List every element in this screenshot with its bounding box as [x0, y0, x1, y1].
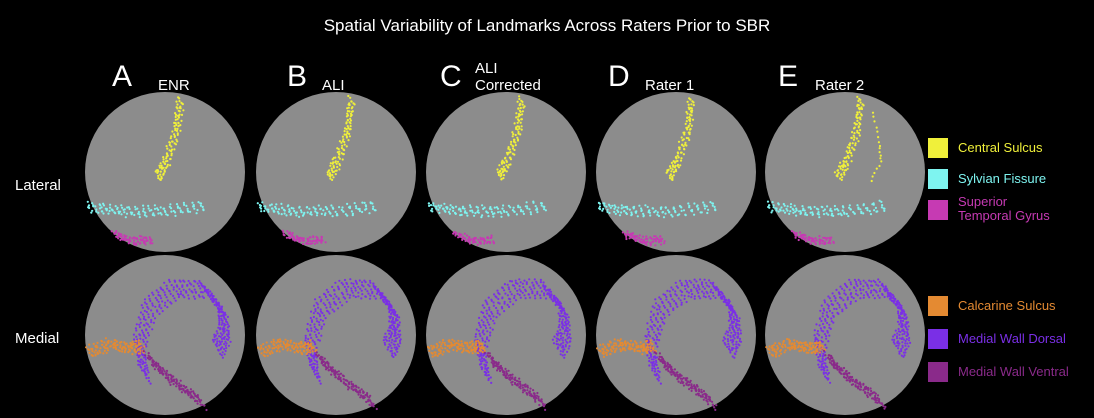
- brain-lateral-e: [765, 92, 925, 252]
- brain-medial-b: [256, 255, 416, 415]
- legend-swatch-medial-wall-ventral: [928, 362, 948, 382]
- legend-label-calcarine-sulcus: Calcarine Sulcus: [958, 298, 1056, 313]
- landmarks-medial-c: [427, 278, 572, 411]
- row-label-medial: Medial: [15, 330, 60, 347]
- column-b-letter: B: [287, 60, 308, 93]
- column-e-name: Rater 2: [815, 77, 865, 94]
- column-c-letter: C: [440, 60, 462, 93]
- column-e-letter: E: [778, 60, 799, 93]
- brain-medial-c: [426, 255, 586, 415]
- brain-medial-a: [85, 255, 245, 415]
- column-a-name: ENR: [158, 77, 190, 94]
- legend-swatch-calcarine-sulcus: [928, 296, 948, 316]
- column-c-name: ALI Corrected: [475, 60, 541, 94]
- landmarks-lateral-b: [256, 94, 377, 246]
- column-d-letter: D: [608, 60, 630, 93]
- figure-title: Spatial Variability of Landmarks Across …: [323, 16, 771, 35]
- legend-label-central-sulcus: Central Sulcus: [958, 140, 1043, 155]
- legend-label-medial-wall-ventral: Medial Wall Ventral: [958, 364, 1069, 379]
- column-a-letter: A: [112, 60, 133, 93]
- column-d-name: Rater 1: [645, 77, 695, 94]
- landmarks-lateral-a: [86, 96, 205, 246]
- landmarks-lateral-c: [427, 95, 547, 246]
- legend-label-medial-wall-dorsal: Medial Wall Dorsal: [958, 331, 1066, 346]
- legend-swatch-sylvian-fissure: [928, 169, 948, 189]
- landmarks-medial-b: [257, 278, 402, 411]
- legend-label-superior-temporal-gyrus: Superior Temporal Gyrus: [958, 194, 1050, 223]
- landmarks-lateral-e: [766, 95, 886, 246]
- legend-swatch-medial-wall-dorsal: [928, 329, 948, 349]
- brain-medial-d: [596, 255, 756, 415]
- landmarks-medial-e: [765, 278, 912, 410]
- legend-swatch-superior-temporal-gyrus: [928, 200, 948, 220]
- legend-label-sylvian-fissure: Sylvian Fissure: [958, 171, 1047, 186]
- landmarks-lateral-d: [597, 97, 717, 247]
- brain-lateral-b: [256, 92, 416, 252]
- landmarks-medial-a: [85, 278, 232, 412]
- row-label-lateral: Lateral: [15, 177, 61, 194]
- brain-medial-e: [765, 255, 925, 415]
- landmarks-medial-d: [596, 278, 743, 411]
- legend-swatch-central-sulcus: [928, 138, 948, 158]
- column-b-name: ALI: [322, 77, 345, 94]
